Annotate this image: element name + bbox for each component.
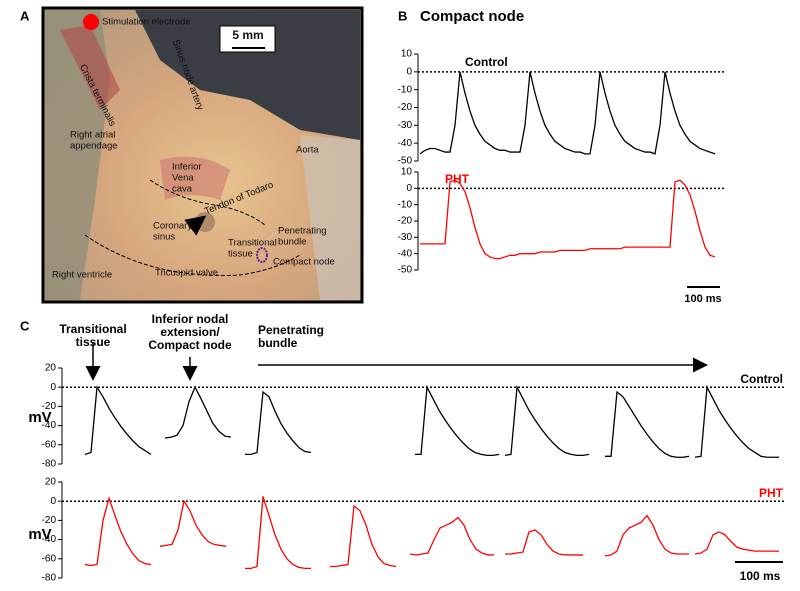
anatomy-label: Coronary <box>153 221 192 232</box>
trace-segment <box>84 496 152 567</box>
y-tick-label: -20 <box>398 216 413 227</box>
anatomy-label: Inferior <box>172 162 202 173</box>
trace-segment <box>415 384 500 457</box>
anatomy-label: appendage <box>70 141 118 152</box>
y-tick-label: 10 <box>401 167 413 178</box>
panel-title: Compact node <box>420 8 524 25</box>
scale-bar-label: 5 mm <box>232 28 263 42</box>
panel-label: B <box>398 8 407 23</box>
annotation: Transitional <box>59 322 126 336</box>
trace <box>419 71 716 155</box>
y-tick-label: -20 <box>398 102 413 113</box>
scale-bar-label: 100 ms <box>740 569 781 583</box>
y-axis-label: mV <box>28 409 51 426</box>
anatomy-label: Aorta <box>296 145 319 156</box>
anatomy-label: Penetrating <box>278 226 327 237</box>
panel-label: C <box>20 318 30 333</box>
y-tick-label: -20 <box>42 401 57 412</box>
trace-segment <box>694 384 779 458</box>
trace-segment <box>605 390 690 458</box>
anatomy-label: cava <box>172 184 193 195</box>
y-tick-label: -10 <box>398 199 413 210</box>
anatomy-label: tissue <box>228 249 253 260</box>
anatomy-label: Compact node <box>273 257 335 268</box>
y-tick-label: -10 <box>398 84 413 95</box>
y-axis-label: mV <box>28 526 51 543</box>
y-tick-label: 20 <box>45 363 57 374</box>
trace-segment <box>330 504 397 568</box>
trace-segment <box>505 529 583 556</box>
panel-label: A <box>20 8 30 23</box>
y-tick-label: 20 <box>45 477 57 488</box>
annotation: extension/ <box>160 325 220 339</box>
trace-segment <box>159 499 227 547</box>
trace <box>420 179 716 260</box>
anatomy-label: Stimulation electrode <box>102 17 191 28</box>
y-tick-label: -50 <box>398 265 413 276</box>
annotation: tissue <box>76 335 111 349</box>
anatomy-label: Right ventricle <box>52 270 112 281</box>
trace-segment <box>164 385 232 439</box>
trace-label: PHT <box>445 172 470 186</box>
y-tick-label: 0 <box>406 183 412 194</box>
annotation: Penetrating <box>258 323 324 337</box>
trace-label: PHT <box>759 486 784 500</box>
trace-segment <box>694 531 779 555</box>
y-tick-label: -60 <box>42 553 57 564</box>
trace-segment <box>604 514 689 557</box>
y-tick-label: -40 <box>42 420 57 431</box>
y-tick-label: -80 <box>42 459 57 470</box>
y-tick-label: -30 <box>398 120 413 131</box>
anatomy-label: bundle <box>278 237 307 248</box>
anatomy-label: Vena <box>172 173 194 184</box>
y-tick-label: 0 <box>406 66 412 77</box>
y-tick-label: 10 <box>401 49 413 60</box>
trace-segment <box>245 496 311 570</box>
y-tick-label: -20 <box>42 515 57 526</box>
annotation: Inferior nodal <box>152 312 229 326</box>
y-tick-label: -30 <box>398 232 413 243</box>
anatomy-label: Tricuspid valve <box>155 268 218 279</box>
y-tick-label: -80 <box>42 573 57 584</box>
scale-bar-label: 100 ms <box>684 293 721 305</box>
annotation: Compact node <box>148 338 232 352</box>
trace-label: Control <box>740 372 783 386</box>
annotation: bundle <box>258 336 298 350</box>
anatomy-label: Right atrial <box>70 130 115 141</box>
trace-segment <box>409 516 494 556</box>
trace-segment <box>84 385 152 456</box>
y-tick-label: -60 <box>42 439 57 450</box>
y-tick-label: -40 <box>398 138 413 149</box>
y-tick-label: 0 <box>50 496 56 507</box>
anatomy-label: sinus <box>153 232 175 243</box>
trace-segment <box>504 384 590 457</box>
trace-segment <box>245 390 312 456</box>
trace-label: Control <box>465 55 508 69</box>
anatomy-label: Transitional <box>228 238 277 249</box>
y-tick-label: -40 <box>398 248 413 259</box>
y-tick-label: -50 <box>398 156 413 167</box>
y-tick-label: -40 <box>42 534 57 545</box>
y-tick-label: 0 <box>50 382 56 393</box>
